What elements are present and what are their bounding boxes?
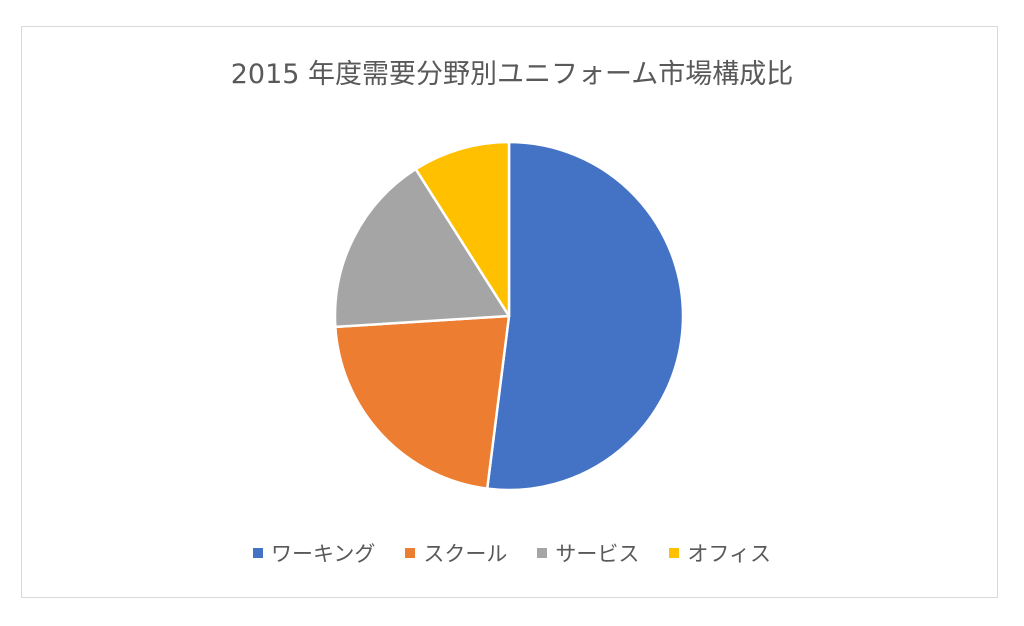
legend-label: スクール — [423, 542, 508, 566]
pie-slice-working — [485, 140, 685, 492]
legend-swatch — [405, 548, 416, 558]
legend-item-office: オフィス — [669, 538, 771, 568]
chart-title: 2015 年度需要分野別ユニフォーム市場構成比 — [230, 59, 794, 90]
legend-item-school: スクール — [405, 538, 507, 568]
legend: ワーキング スクール サービス オフィス — [0, 538, 1024, 568]
pie-slices — [333, 140, 685, 492]
legend-label: ワーキング — [271, 542, 376, 566]
legend-item-service: サービス — [537, 538, 639, 568]
legend-item-working: ワーキング — [253, 538, 375, 568]
legend-swatch — [537, 548, 548, 558]
legend-label: サービス — [555, 542, 640, 566]
legend-swatch — [669, 548, 680, 558]
legend-label: オフィス — [687, 542, 771, 566]
pie-slice-service — [333, 167, 511, 329]
pie-slice-office — [414, 140, 511, 318]
pie-slice-school — [334, 314, 511, 490]
legend-swatch — [253, 548, 264, 558]
